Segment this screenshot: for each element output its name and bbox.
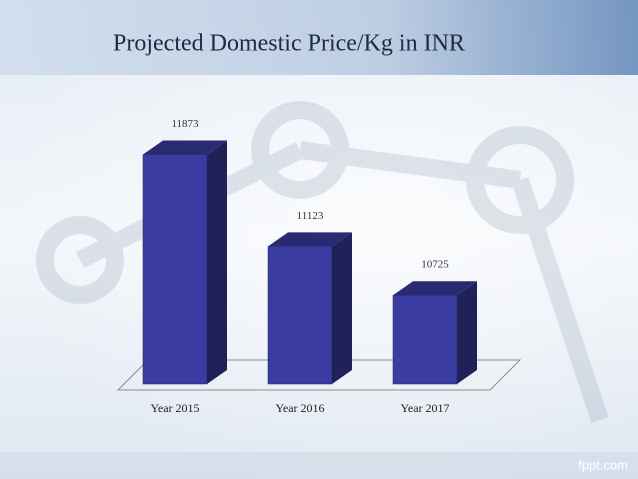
data-label: 11873 bbox=[171, 118, 199, 130]
bar-side bbox=[457, 281, 477, 384]
bar bbox=[392, 294, 458, 385]
background-art bbox=[36, 101, 609, 423]
bar bbox=[267, 246, 333, 385]
footer-brand: fppt.com bbox=[578, 457, 628, 472]
data-label: 10725 bbox=[421, 259, 449, 271]
x-tick-label: Year 2017 bbox=[400, 401, 449, 415]
data-label: 11123 bbox=[297, 210, 324, 222]
footer-band bbox=[0, 452, 638, 479]
chart-floor bbox=[116, 359, 522, 391]
x-tick-label: Year 2015 bbox=[150, 401, 199, 415]
bar-top bbox=[268, 232, 352, 247]
bar-side bbox=[207, 140, 227, 384]
bar bbox=[142, 154, 208, 385]
bar-side bbox=[332, 232, 352, 384]
x-tick-label: Year 2016 bbox=[275, 401, 324, 415]
bar-top bbox=[143, 140, 227, 155]
header-band bbox=[0, 0, 638, 75]
chart-title: Projected Domestic Price/Kg in INR bbox=[113, 31, 465, 57]
bar-top bbox=[393, 281, 477, 296]
